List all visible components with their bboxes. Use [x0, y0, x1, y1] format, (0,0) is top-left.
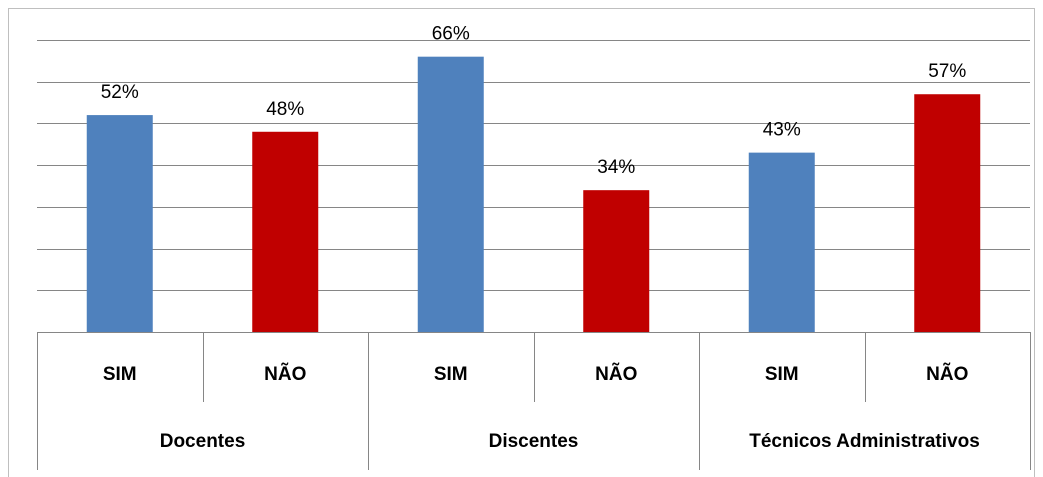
value-label: 48%: [266, 99, 304, 120]
value-label: 57%: [928, 61, 966, 82]
group-label: Discentes: [489, 431, 579, 452]
x-tick-label: NÃO: [264, 363, 306, 385]
bar: [748, 152, 815, 332]
x-tick-label: SIM: [765, 364, 799, 385]
x-tick-label: NÃO: [595, 363, 637, 385]
x-tick-label: NÃO: [926, 363, 968, 385]
bar: [252, 131, 319, 332]
value-label: 43%: [763, 120, 801, 141]
bar: [417, 56, 484, 332]
x-tick-label: SIM: [103, 364, 137, 385]
group-label: Docentes: [160, 431, 246, 452]
value-label: 34%: [597, 157, 635, 178]
value-label: 66%: [432, 24, 470, 45]
x-tick-label: SIM: [434, 364, 468, 385]
bar: [583, 190, 650, 332]
chart-frame: [8, 8, 1035, 477]
bar: [914, 94, 981, 332]
value-label: 52%: [101, 82, 139, 103]
group-label: Técnicos Administrativos: [749, 431, 980, 452]
bar: [86, 115, 153, 332]
